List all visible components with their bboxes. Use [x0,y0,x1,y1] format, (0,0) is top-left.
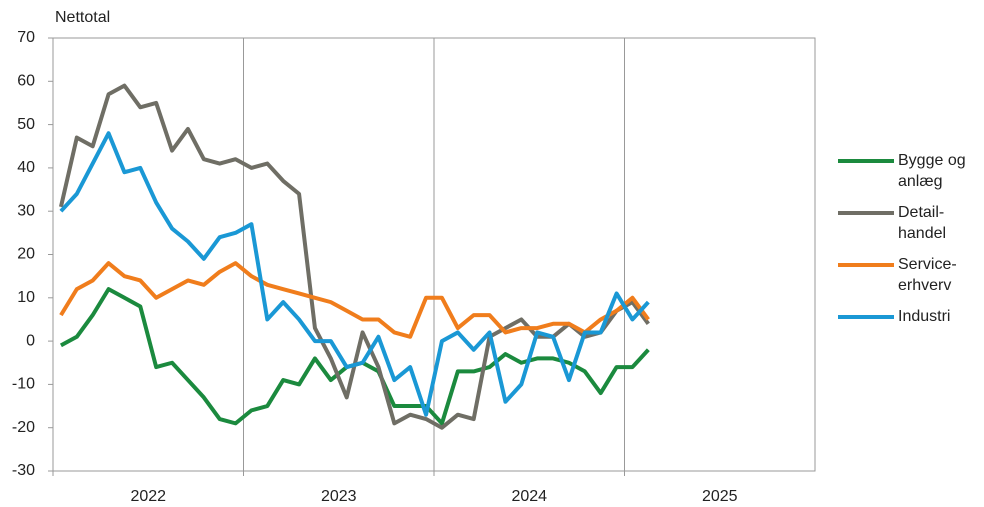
legend-swatch [838,211,894,215]
y-tick-label: 70 [17,29,35,46]
legend-label: Detail-handel [898,204,947,242]
y-tick-label: 40 [17,159,35,176]
x-tick-label: 2024 [511,488,547,505]
series-line [59,131,650,417]
legend-item: Industri [838,306,978,327]
y-tick-label: 10 [17,289,35,306]
y-axis-title: Nettotal [55,9,110,26]
legend-item: Service-erhverv [838,254,978,296]
legend: Bygge og anlæg Detail-handel Service-erhve… [838,150,978,337]
x-tick-label: 2025 [702,488,738,505]
legend-swatch [838,159,894,163]
x-tick-label: 2022 [130,488,166,505]
legend-item: Detail-handel [838,202,978,244]
series-line [59,261,650,339]
y-tick-label: 50 [17,116,35,133]
y-tick-label: -30 [12,462,35,479]
legend-label: Service-erhverv [898,256,957,294]
legend-swatch [838,263,894,267]
y-tick-label: -20 [12,419,35,436]
legend-label: Bygge og anlæg [898,152,966,190]
y-tick-label: -10 [12,376,35,393]
x-tick-label: 2023 [321,488,357,505]
y-tick-label: 30 [17,202,35,219]
y-tick-label: 60 [17,73,35,90]
y-tick-label: 20 [17,246,35,263]
series-line [58,83,650,430]
y-tick-label: 0 [26,332,35,349]
legend-label: Industri [898,308,951,325]
legend-item: Bygge og anlæg [838,150,978,192]
legend-swatch [838,315,894,319]
